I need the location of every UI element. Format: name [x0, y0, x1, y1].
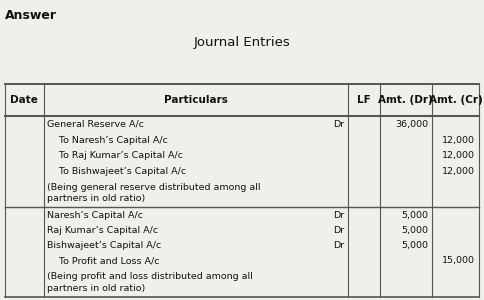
Text: Dr: Dr — [333, 241, 345, 250]
Text: To Profit and Loss A/c: To Profit and Loss A/c — [47, 256, 160, 265]
Text: Raj Kumar’s Capital A/c: Raj Kumar’s Capital A/c — [47, 226, 159, 235]
Text: Answer: Answer — [5, 9, 57, 22]
Text: Naresh’s Capital A/c: Naresh’s Capital A/c — [47, 211, 143, 220]
Text: 15,000: 15,000 — [442, 256, 475, 265]
Text: 12,000: 12,000 — [442, 167, 475, 176]
Text: Dr: Dr — [333, 120, 345, 129]
Text: 5,000: 5,000 — [401, 241, 428, 250]
Text: Bishwajeet’s Capital A/c: Bishwajeet’s Capital A/c — [47, 241, 162, 250]
Text: Dr: Dr — [333, 226, 345, 235]
Text: Date: Date — [10, 95, 38, 105]
Text: Journal Entries: Journal Entries — [194, 36, 290, 49]
Text: To Bishwajeet’s Capital A/c: To Bishwajeet’s Capital A/c — [47, 167, 186, 176]
Text: Amt. (Cr): Amt. (Cr) — [428, 95, 483, 105]
Text: Dr: Dr — [333, 211, 345, 220]
Text: 5,000: 5,000 — [401, 226, 428, 235]
Text: To Naresh’s Capital A/c: To Naresh’s Capital A/c — [47, 136, 168, 145]
Text: (Being profit and loss distributed among all
partners in old ratio): (Being profit and loss distributed among… — [47, 272, 253, 293]
Text: 12,000: 12,000 — [442, 152, 475, 160]
Text: Amt. (Dr): Amt. (Dr) — [378, 95, 433, 105]
Text: General Reserve A/c: General Reserve A/c — [47, 120, 144, 129]
Text: Particulars: Particulars — [164, 95, 228, 105]
Text: LF: LF — [357, 95, 371, 105]
Text: 5,000: 5,000 — [401, 211, 428, 220]
Text: (Being general reserve distributed among all
partners in old ratio): (Being general reserve distributed among… — [47, 183, 261, 203]
Text: To Raj Kumar’s Capital A/c: To Raj Kumar’s Capital A/c — [47, 152, 183, 160]
Text: 12,000: 12,000 — [442, 136, 475, 145]
Text: 36,000: 36,000 — [395, 120, 428, 129]
